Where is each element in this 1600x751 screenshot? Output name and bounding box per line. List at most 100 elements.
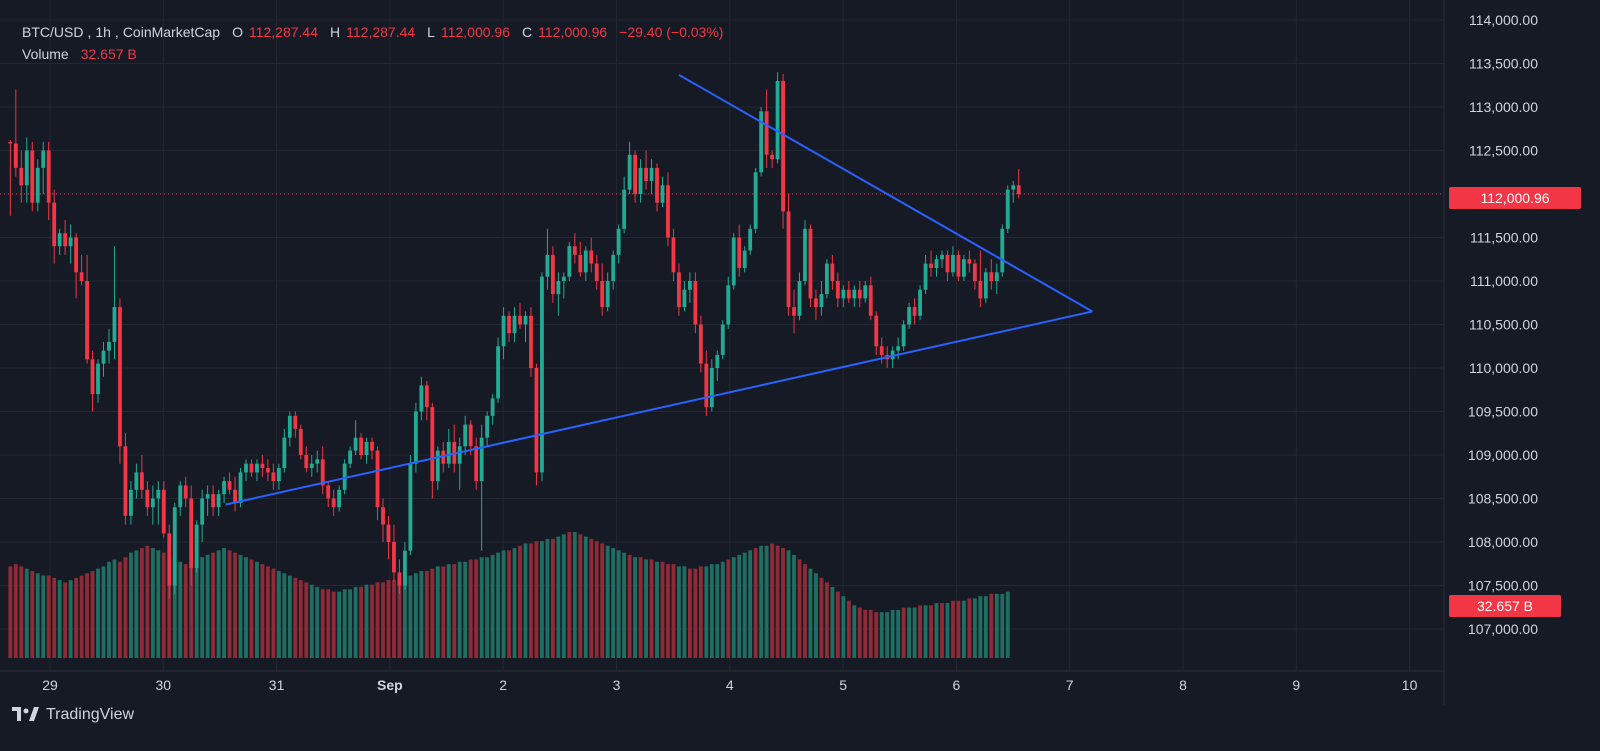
volume-bar (518, 545, 522, 658)
volume-badge: 32.657 B (1449, 595, 1561, 617)
volume-bar (446, 564, 451, 658)
candle-body (85, 281, 89, 360)
legend-interval[interactable]: 1h (95, 24, 111, 40)
candle-body (561, 276, 566, 281)
candle-body (150, 498, 155, 508)
volume-bar (57, 580, 62, 658)
candle-body (567, 246, 572, 277)
legend-volume-label[interactable]: Volume (22, 46, 69, 62)
volume-bar (868, 609, 873, 658)
candle-body (178, 485, 183, 508)
price-tick-label: 113,000.00 (1469, 99, 1538, 115)
volume-bar (748, 550, 753, 658)
candle-body (353, 437, 358, 451)
candle-body (753, 172, 758, 229)
volume-bar (660, 561, 665, 658)
candle-body (978, 281, 983, 299)
price-tick-label: 108,500.00 (1468, 491, 1538, 507)
candle-body (156, 489, 161, 499)
volume-bar (370, 584, 374, 658)
price-tick-label: 110,000.00 (1469, 360, 1538, 376)
volume-bar (145, 545, 150, 658)
volume-bar (857, 607, 862, 658)
candle-body (698, 324, 703, 364)
candle-body (408, 463, 413, 551)
candle-body (167, 533, 172, 586)
candle-body (989, 272, 994, 281)
candle-body (857, 289, 862, 299)
candle-body (419, 385, 424, 412)
volume-bar (616, 550, 621, 658)
candle-body (118, 307, 122, 447)
volume-bar (408, 575, 413, 658)
volume-bar (485, 557, 490, 658)
volume-bar (731, 557, 736, 658)
volume-bar (540, 541, 544, 658)
volume-bar (397, 577, 402, 658)
candle-body (74, 237, 79, 273)
legend-symbol[interactable]: BTC/USD (22, 24, 84, 40)
candle-body (824, 263, 829, 295)
price-axis[interactable]: 114,000.00 113,500.00 113,000.00 112,500.00… (1468, 12, 1538, 637)
volume-bar (161, 552, 166, 658)
legend-source: CoinMarketCap (122, 24, 221, 40)
trendlines[interactable] (225, 73, 1093, 506)
volume-bar (803, 564, 807, 658)
volume-bar (359, 586, 364, 658)
candle-body (792, 307, 796, 316)
volume-bar (194, 559, 199, 658)
volume-bar (24, 568, 29, 658)
candle-body (682, 289, 687, 308)
volume-bar (265, 566, 270, 658)
volume-bar (720, 561, 725, 658)
candle-body (134, 472, 139, 490)
volume-bar (13, 564, 18, 658)
volume-bar (424, 570, 429, 658)
candle-body (41, 150, 46, 168)
volume-bar (200, 557, 205, 658)
tradingview-logo[interactable]: TradingView (12, 706, 134, 724)
volume-bar (348, 589, 353, 658)
volume-bar (655, 561, 659, 658)
volume-bar (507, 550, 511, 658)
volume-bar (912, 607, 917, 658)
volume-bar (172, 559, 177, 658)
candle-body (211, 494, 216, 508)
volume-bar (479, 557, 484, 658)
candle-body (52, 202, 57, 247)
time-tick-label: 10 (1402, 677, 1418, 693)
candle-body (786, 211, 791, 308)
price-tick-label: 107,000.00 (1468, 621, 1538, 637)
price-tick-label: 113,500.00 (1469, 56, 1538, 72)
volume-bar (150, 548, 155, 658)
candle-body (550, 254, 555, 295)
time-tick-label: Sep (377, 677, 403, 693)
time-axis[interactable]: 29 30 31 Sep 2 3 4 5 6 7 8 9 10 (42, 677, 1417, 693)
candle-body (8, 141, 13, 144)
volume-bar (677, 566, 681, 658)
volume-bar (940, 603, 944, 658)
brand-label: TradingView (46, 706, 135, 723)
volume-bar (134, 550, 139, 658)
candle-body (183, 485, 188, 499)
price-badge: 112,000.96 (1449, 187, 1581, 209)
candle-body (572, 246, 577, 255)
price-badge-label: 112,000.96 (1480, 190, 1549, 206)
candle-body (720, 324, 725, 355)
candle-body (523, 315, 528, 325)
volume-bar (315, 586, 320, 658)
volume-bar (967, 598, 972, 658)
candle-body (413, 411, 418, 464)
volume-bar (337, 591, 342, 658)
time-tick-label: 9 (1292, 677, 1300, 693)
candle-body (430, 407, 435, 482)
candle-body (397, 572, 402, 586)
volume-bar (435, 566, 440, 658)
volume-bar (534, 541, 539, 658)
volume-bar (600, 543, 605, 658)
volume-bar (594, 541, 599, 658)
volume-bar (123, 557, 128, 658)
candle-body (934, 259, 939, 268)
time-tick-label: 4 (726, 677, 734, 693)
